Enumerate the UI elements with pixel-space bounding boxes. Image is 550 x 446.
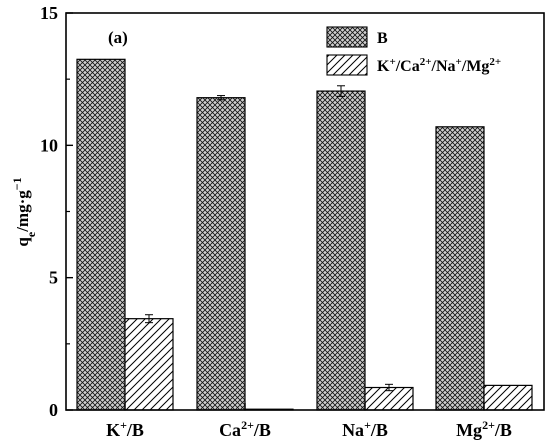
plot-area: 0 5 10 15 K+/B Ca2+/B Na+/B Mg2+/B qe/mg·g−1 (a) B… — [10, 3, 545, 440]
panel-label: (a) — [108, 28, 128, 47]
bar-ions-3 — [483, 384, 533, 411]
x-tick-label: Na+/B — [342, 418, 388, 440]
legend-swatch-b — [326, 26, 368, 48]
bar-b-1 — [196, 97, 246, 411]
x-tick-label: Ca2+/B — [219, 418, 271, 440]
bar-ions-0 — [124, 318, 174, 411]
y-axis-title: qe/mg·g−1 — [10, 177, 38, 246]
legend-swatch-ions — [326, 54, 368, 76]
bar-b-2 — [316, 90, 366, 411]
y-tick-label: 5 — [49, 268, 58, 288]
y-tick-label: 0 — [49, 400, 58, 420]
legend-label-b: B — [377, 30, 388, 47]
legend-label-ions: K+/Ca2+/Na+/Mg2+ — [377, 56, 501, 75]
bar-b-3 — [435, 126, 485, 411]
x-tick-label: K+/B — [106, 418, 144, 440]
y-tick-label: 15 — [40, 3, 58, 23]
y-tick-label: 10 — [40, 135, 58, 155]
bar-b-0 — [76, 58, 126, 411]
x-tick-label: Mg2+/B — [456, 418, 512, 440]
